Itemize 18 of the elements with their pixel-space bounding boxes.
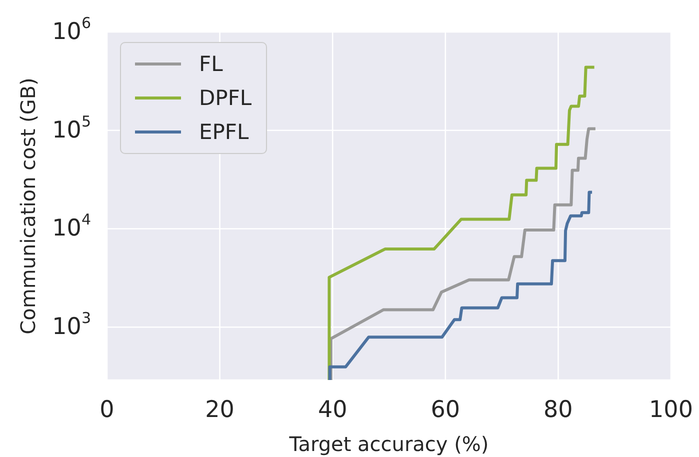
x-tick-label: 0 — [100, 397, 114, 423]
x-tick-label: 80 — [544, 397, 573, 423]
x-tick-label: 40 — [318, 397, 348, 423]
legend-label: DPFL — [199, 85, 252, 112]
x-axis-title: Target accuracy (%) — [288, 432, 489, 456]
line-series — [328, 190, 594, 380]
x-tick-label: 20 — [205, 397, 234, 423]
y-tick-label: 10$^{4}$ — [52, 210, 91, 242]
x-tick-label: 100 — [649, 397, 693, 423]
x-tick-label: 60 — [430, 397, 460, 423]
legend-label: FL — [199, 51, 223, 78]
legend-label: EPFL — [199, 119, 249, 146]
y-tick-label: 10$^{3}$ — [52, 309, 91, 340]
y-tick-label: 10$^{5}$ — [52, 112, 91, 144]
line-series — [329, 127, 597, 380]
y-axis-title: Communication cost (GB) — [16, 78, 40, 334]
line-series — [328, 66, 596, 380]
y-tick-label: 10$^{6}$ — [52, 14, 91, 45]
